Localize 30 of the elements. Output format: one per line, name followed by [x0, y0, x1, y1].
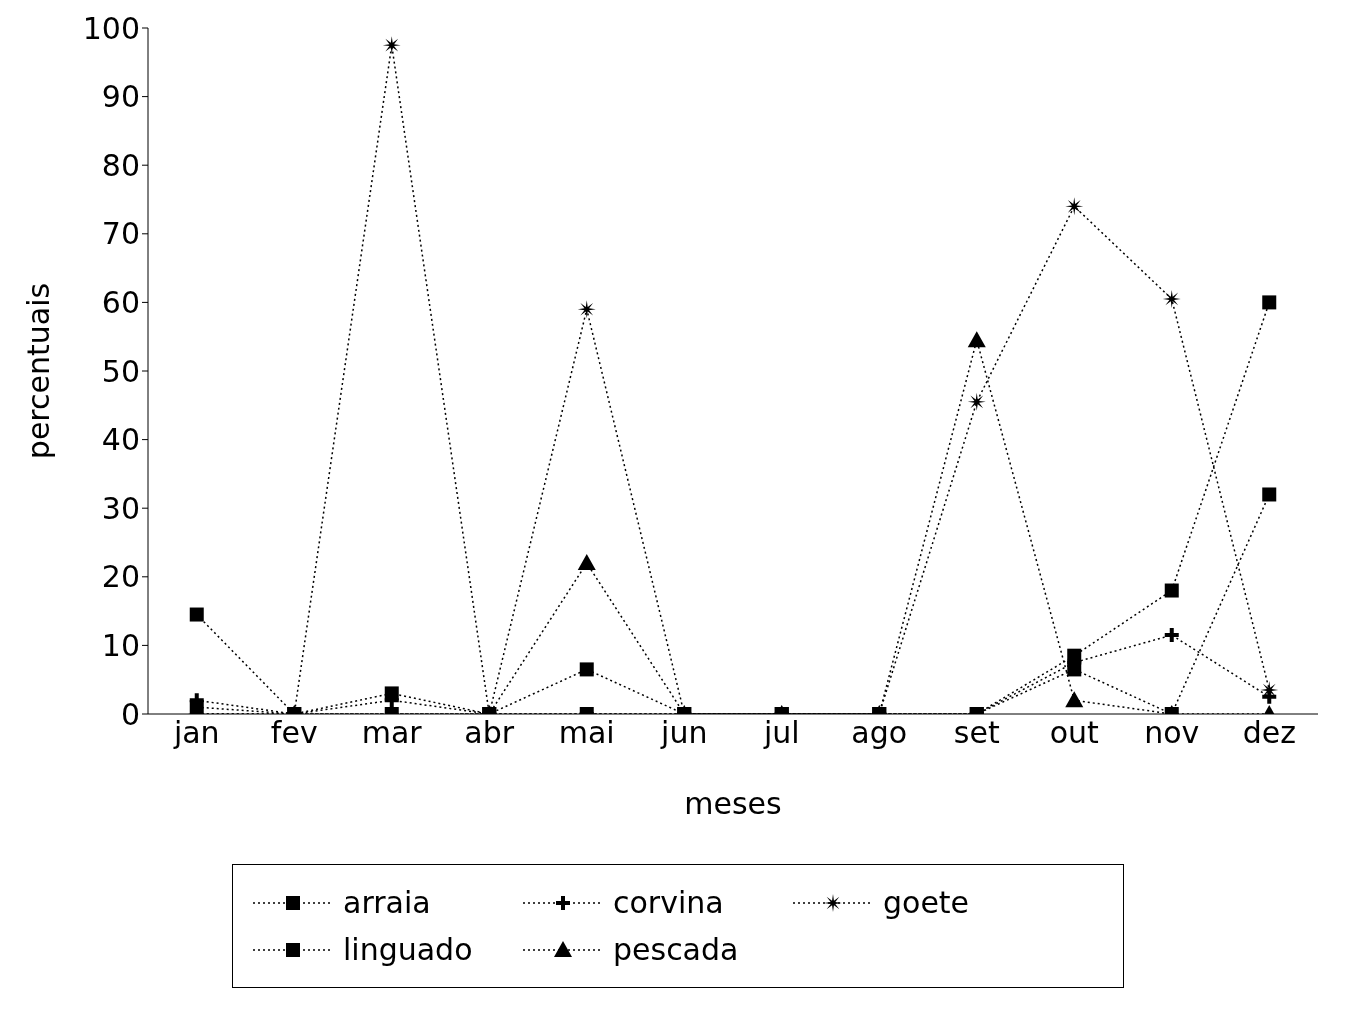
x-tick-label: fev	[270, 715, 318, 751]
x-tick-label: ago	[851, 715, 908, 751]
y-tick-label: 60	[101, 285, 140, 321]
x-tick-label: mai	[558, 715, 615, 751]
x-tick-label: out	[1049, 715, 1100, 751]
y-tick-label: 0	[120, 696, 140, 732]
x-tick-label: set	[953, 715, 1000, 751]
y-tick-label: 20	[101, 559, 140, 595]
legend-label: corvina	[613, 885, 724, 920]
x-axis-title: meses	[684, 786, 782, 821]
y-tick-label: 40	[101, 422, 140, 458]
y-tick-label: 80	[101, 147, 140, 183]
x-tick-label: nov	[1144, 715, 1200, 751]
legend-label: pescada	[613, 932, 739, 967]
y-tick-label: 30	[101, 490, 140, 526]
y-axis-title: percentuais	[20, 282, 56, 460]
y-tick-label: 50	[101, 353, 140, 389]
y-tick-label: 70	[101, 216, 140, 252]
x-tick-label: mar	[361, 715, 423, 751]
x-tick-label: abr	[464, 715, 515, 751]
legend-label: goete	[883, 885, 970, 920]
y-tick-label: 100	[82, 10, 140, 46]
x-tick-label: jun	[660, 715, 708, 751]
y-tick-label: 10	[101, 628, 140, 664]
x-tick-label: dez	[1242, 715, 1296, 751]
y-tick-label: 90	[101, 79, 140, 115]
legend-label: arraia	[343, 885, 431, 920]
legend-label: linguado	[343, 932, 473, 967]
x-tick-label: jul	[762, 715, 800, 751]
x-tick-label: jan	[172, 715, 220, 751]
